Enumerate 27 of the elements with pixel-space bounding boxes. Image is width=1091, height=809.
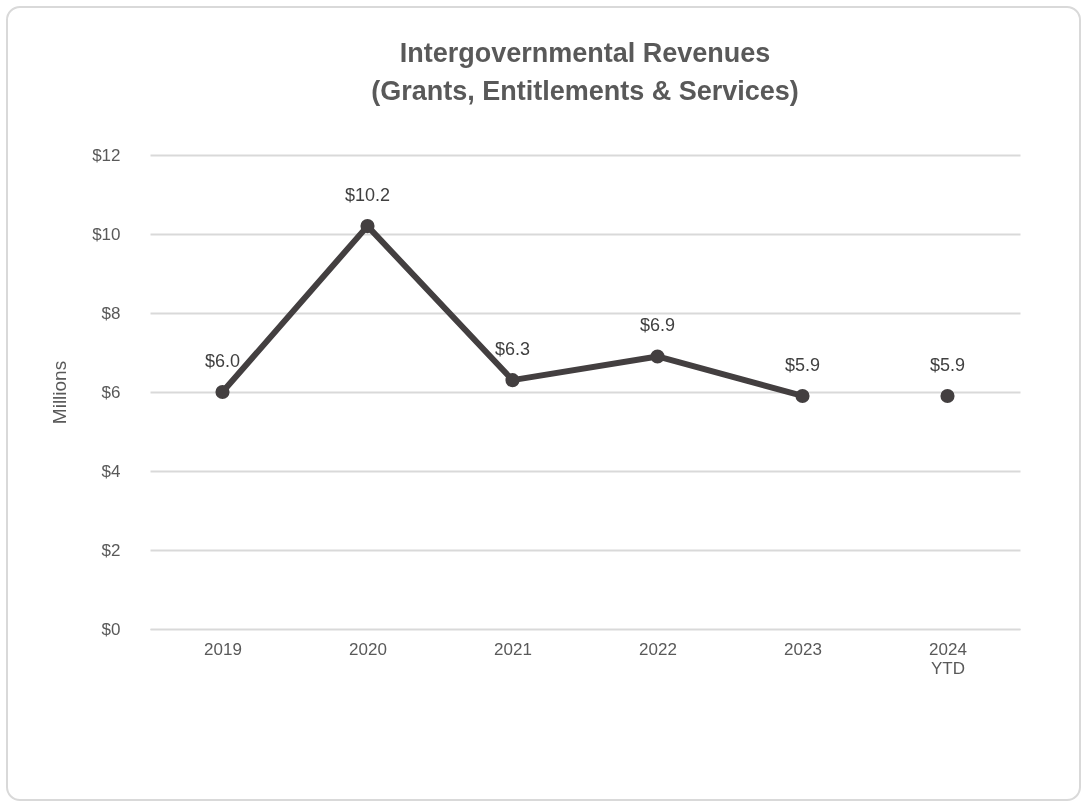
y-tick-label: $10 (92, 224, 121, 244)
data-label: $5.9 (784, 354, 821, 375)
data-label: $6.3 (494, 339, 531, 360)
y-tick-label: $4 (101, 461, 121, 481)
point (795, 388, 810, 404)
point (215, 384, 230, 400)
chart-title: Intergovernmental Revenues (Grants, Entitlements & Services) (371, 38, 799, 106)
y-tick-label: $6 (101, 382, 121, 402)
x-tick-label: 2021 (494, 639, 532, 659)
data-label: $6.9 (639, 315, 676, 336)
point (360, 219, 375, 234)
y-tick-label: $2 (101, 540, 121, 560)
y-tick-label: $8 (101, 303, 121, 323)
point (505, 373, 520, 388)
point (650, 349, 665, 364)
x-tick-label: 2024 YTD (929, 639, 967, 678)
data-label: $10.2 (344, 185, 391, 206)
y-tick-label: $12 (92, 145, 121, 165)
data-label: $6.0 (204, 351, 241, 371)
y-axis-title: Millions (49, 360, 71, 425)
data-label: $5.9 (929, 354, 966, 375)
x-tick-label: 2019 (204, 639, 242, 659)
x-tick-label: 2020 (349, 639, 387, 659)
x-tick-label: 2022 (639, 639, 677, 659)
y-tick-label: $0 (101, 619, 121, 639)
x-tick-label: 2023 (784, 639, 822, 659)
point (940, 388, 955, 404)
